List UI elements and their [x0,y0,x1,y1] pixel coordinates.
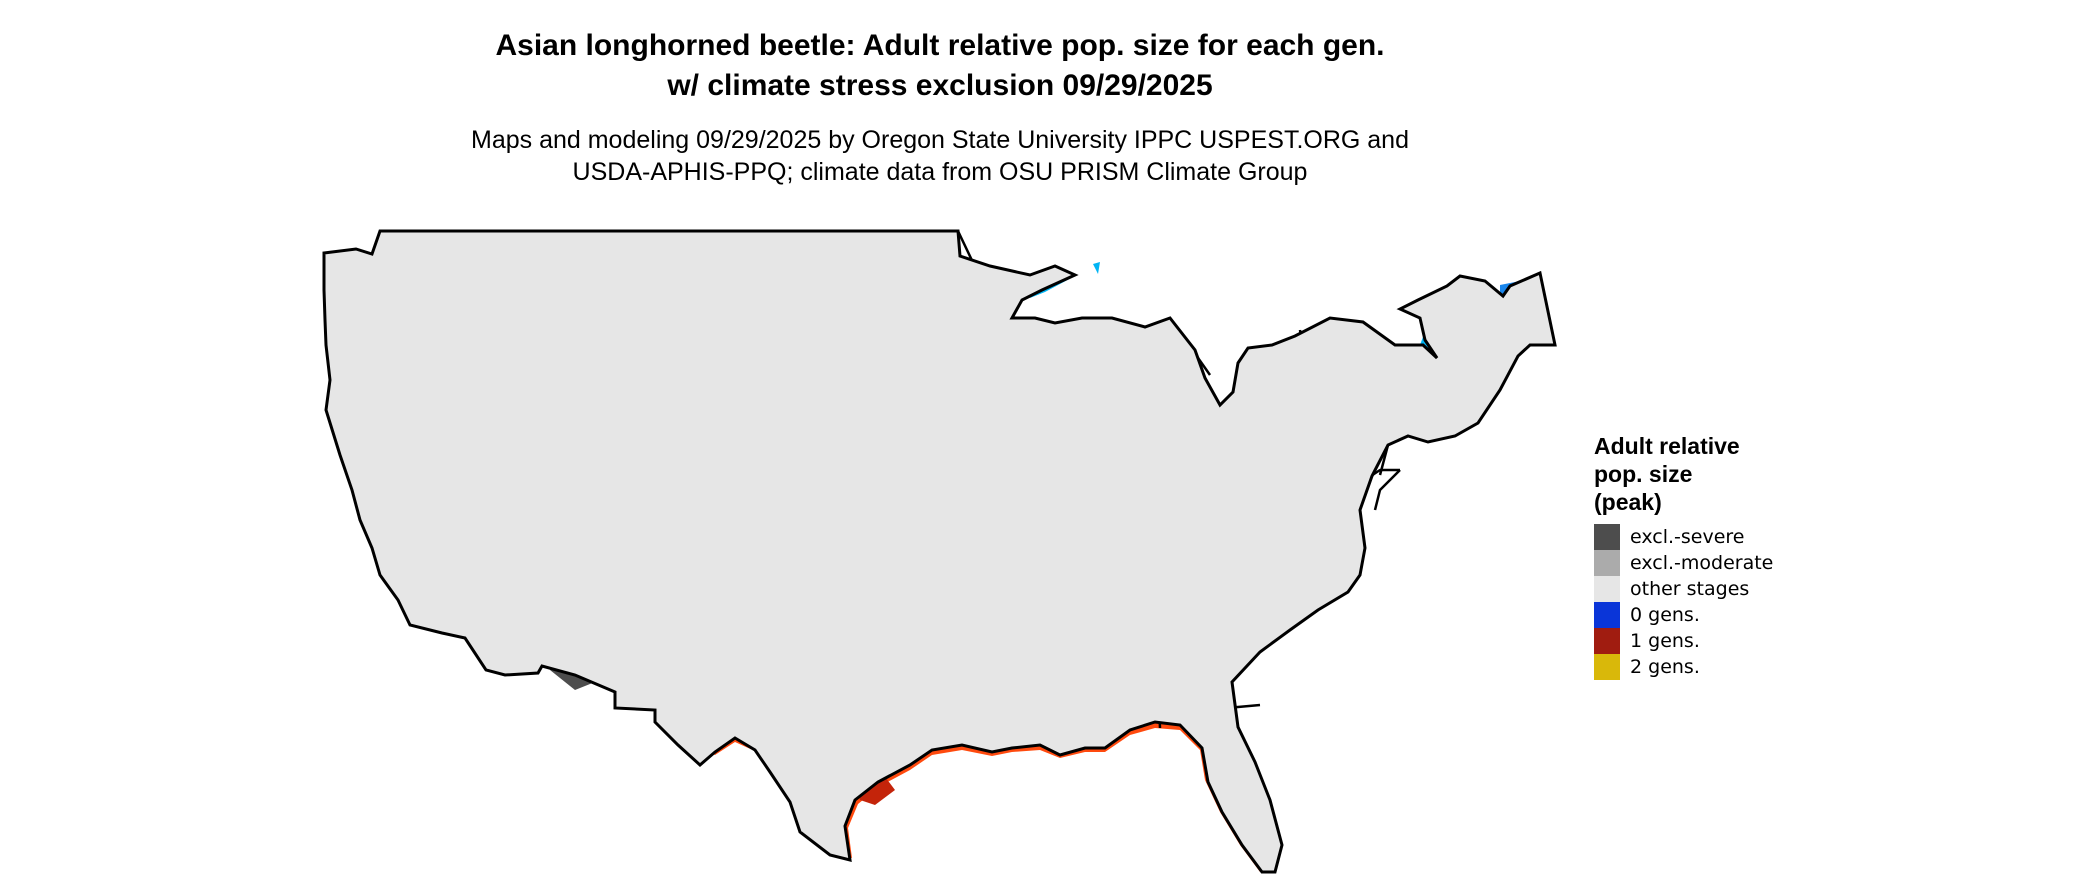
legend-item: 1 gens. [1594,628,1773,654]
map-title-line-2: w/ climate stress exclusion 09/29/2025 [667,69,1213,102]
legend-item: 2 gens. [1594,654,1773,680]
map-subtitle-line-2: USDA-APHIS-PPQ; climate data from OSU PR… [572,158,1308,186]
legend-items: excl.-severe excl.-moderate other stages 0 … [1594,524,1773,680]
legend-label: other stages [1630,578,1750,600]
legend-swatch [1594,524,1620,550]
map-title: Asian longhorned beetle: Adult relative … [0,26,1880,106]
legend-label: excl.-moderate [1630,552,1774,574]
legend-title-line-2: pop. size [1594,461,1693,487]
legend-label: 0 gens. [1630,604,1700,626]
legend-swatch [1594,654,1620,680]
legend-title: Adult relative pop. size (peak) [1594,432,1773,516]
map-subtitle: Maps and modeling 09/29/2025 by Oregon S… [0,124,1880,188]
legend-item: other stages [1594,576,1773,602]
conus-outline [322,229,1557,874]
legend-item: excl.-severe [1594,524,1773,550]
map-subtitle-line-1: Maps and modeling 09/29/2025 by Oregon S… [471,126,1409,154]
legend-swatch [1594,628,1620,654]
legend-item: 0 gens. [1594,602,1773,628]
legend-title-line-3: (peak) [1594,489,1662,515]
map-title-line-1: Asian longhorned beetle: Adult relative … [495,29,1385,62]
legend-swatch [1594,576,1620,602]
legend-label: excl.-severe [1630,526,1745,548]
legend-swatch [1594,550,1620,576]
legend-item: excl.-moderate [1594,550,1773,576]
legend-swatch [1594,602,1620,628]
legend-label: 2 gens. [1630,656,1700,678]
map-legend: Adult relative pop. size (peak) excl.-se… [1594,432,1773,680]
legend-label: 1 gens. [1630,630,1700,652]
legend-title-line-1: Adult relative [1594,433,1740,459]
